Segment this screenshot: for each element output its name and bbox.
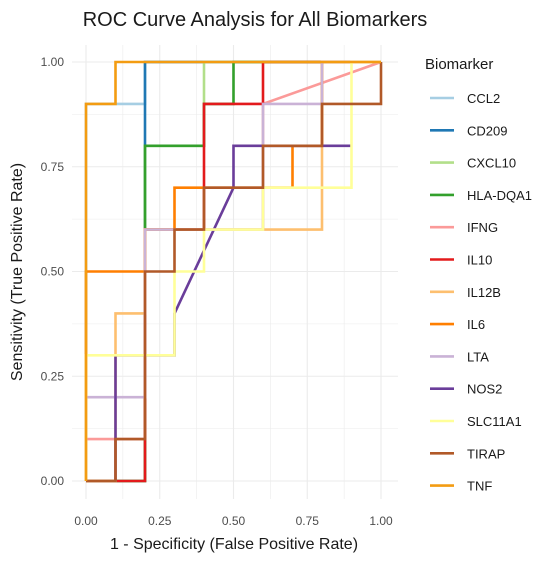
- x-tick-label: 0.75: [296, 514, 320, 528]
- legend-label-cxcl10: CXCL10: [467, 156, 516, 171]
- legend-label-il6: IL6: [467, 317, 485, 332]
- y-tick-label: 0.25: [41, 369, 65, 383]
- legend-label-il12b: IL12B: [467, 285, 501, 300]
- legend-title: Biomarker: [425, 56, 493, 73]
- legend: Biomarker CCL2 CD209 CXCL10 HLA-DQA1 IFNG IL1…: [425, 56, 532, 494]
- y-axis-title: Sensitivity (True Positive Rate): [9, 163, 26, 381]
- legend-label-cd209: CD209: [467, 123, 507, 138]
- legend-label-nos2: NOS2: [467, 382, 502, 397]
- legend-label-hla-dqa1: HLA-DQA1: [467, 188, 532, 203]
- legend-label-tirap: TIRAP: [467, 446, 505, 461]
- y-tick-labels: 0.00 0.25 0.50 0.75 1.00: [41, 55, 65, 488]
- x-tick-label: 0.00: [74, 514, 98, 528]
- x-tick-label: 1.00: [369, 514, 393, 528]
- x-axis-title: 1 - Specificity (False Positive Rate): [110, 536, 358, 553]
- legend-label-lta: LTA: [467, 349, 489, 364]
- chart-title: ROC Curve Analysis for All Biomarkers: [83, 9, 428, 31]
- x-tick-labels: 0.00 0.25 0.50 0.75 1.00: [74, 514, 393, 528]
- y-tick-label: 0.00: [41, 474, 65, 488]
- y-tick-label: 0.75: [41, 160, 65, 174]
- grid-lines: [72, 45, 398, 499]
- legend-label-ifng: IFNG: [467, 220, 498, 235]
- roc-line-slc11a1: [84, 60, 381, 481]
- y-tick-label: 0.50: [41, 265, 65, 279]
- legend-label-ccl2: CCL2: [467, 91, 500, 106]
- legend-label-il10: IL10: [467, 253, 492, 268]
- legend-label-slc11a1: SLC11A1: [467, 414, 522, 429]
- roc-line-tirap: [86, 62, 383, 483]
- roc-line-tnf: [84, 60, 381, 481]
- series-lines: [84, 60, 383, 483]
- legend-label-tnf: TNF: [467, 479, 492, 494]
- y-tick-label: 1.00: [41, 55, 65, 69]
- x-tick-label: 0.25: [148, 514, 172, 528]
- x-tick-label: 0.50: [222, 514, 246, 528]
